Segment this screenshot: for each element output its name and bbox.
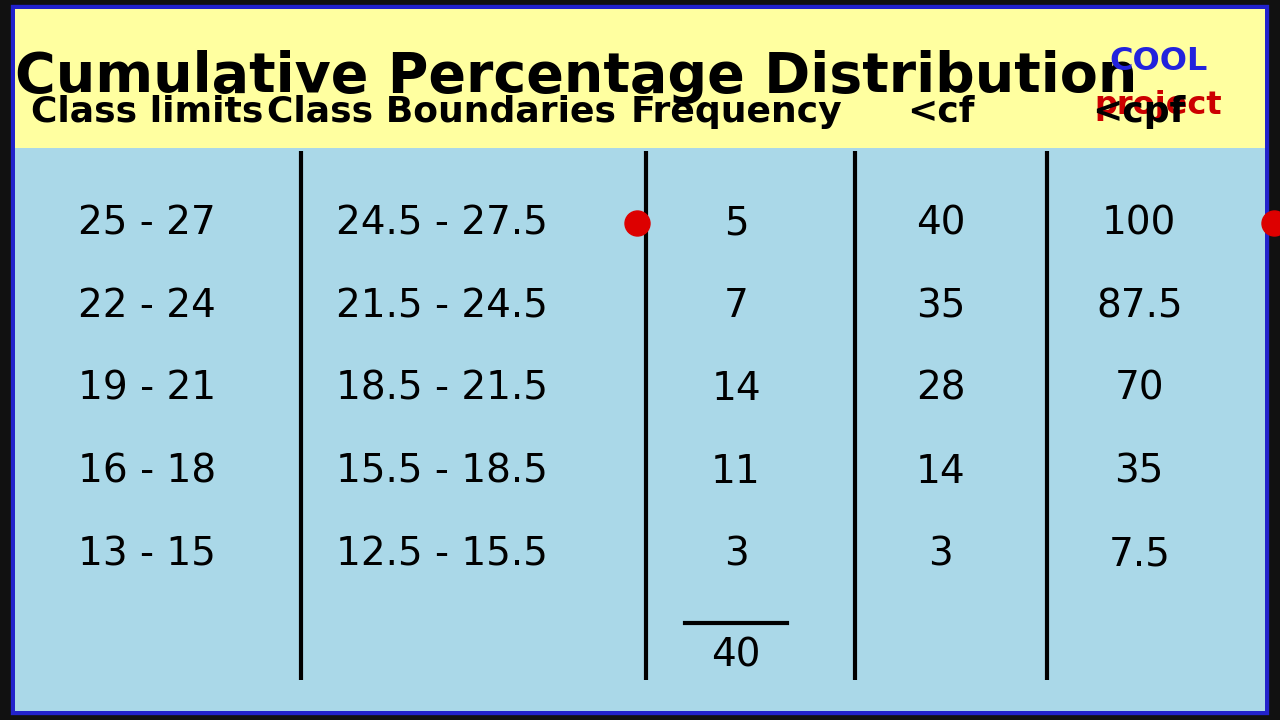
Text: 21.5 - 24.5: 21.5 - 24.5: [335, 287, 548, 325]
Text: 35: 35: [916, 287, 965, 325]
Text: Class limits: Class limits: [31, 94, 264, 129]
Text: 12.5 - 15.5: 12.5 - 15.5: [335, 536, 548, 573]
Text: project: project: [1094, 90, 1222, 122]
Text: 22 - 24: 22 - 24: [78, 287, 216, 325]
Text: 13 - 15: 13 - 15: [78, 536, 216, 573]
Text: 19 - 21: 19 - 21: [78, 370, 216, 408]
Text: 100: 100: [1102, 204, 1176, 242]
Text: 16 - 18: 16 - 18: [78, 453, 216, 490]
Text: 14: 14: [916, 453, 965, 490]
Text: 15.5 - 18.5: 15.5 - 18.5: [335, 453, 548, 490]
Text: COOL: COOL: [1110, 45, 1207, 77]
Bar: [15, 9, 1265, 148]
Text: Class Boundaries: Class Boundaries: [268, 94, 616, 129]
Text: 3: 3: [928, 536, 954, 573]
Text: <cpf: <cpf: [1093, 94, 1185, 129]
Text: 5: 5: [723, 204, 749, 242]
Text: 7.5: 7.5: [1108, 536, 1170, 573]
Text: <cf: <cf: [908, 94, 974, 129]
Text: 40: 40: [712, 636, 760, 674]
Text: 28: 28: [916, 370, 965, 408]
Text: 25 - 27: 25 - 27: [78, 204, 216, 242]
Text: 3: 3: [723, 536, 749, 573]
Text: 7: 7: [723, 287, 749, 325]
Text: Frequency: Frequency: [630, 94, 842, 129]
Text: 18.5 - 21.5: 18.5 - 21.5: [335, 370, 548, 408]
Text: Cumulative Percentage Distribution: Cumulative Percentage Distribution: [15, 50, 1137, 104]
Text: 14: 14: [712, 370, 760, 408]
Text: 24.5 - 27.5: 24.5 - 27.5: [335, 204, 548, 242]
Text: 70: 70: [1115, 370, 1164, 408]
Text: 35: 35: [1115, 453, 1164, 490]
Bar: [15, 148, 1265, 711]
Text: 40: 40: [916, 204, 965, 242]
Text: 87.5: 87.5: [1096, 287, 1183, 325]
Text: 11: 11: [712, 453, 760, 490]
